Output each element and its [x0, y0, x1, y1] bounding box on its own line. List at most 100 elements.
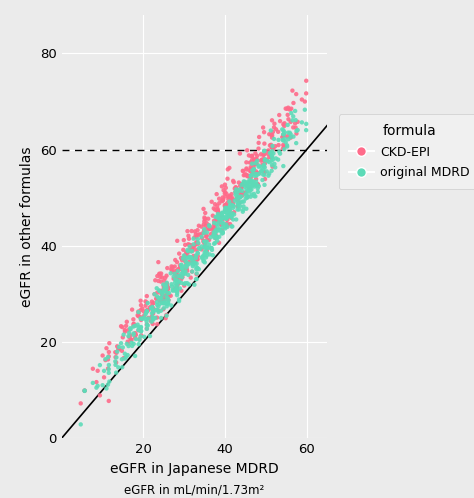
CKD-EPI — [170, 275, 177, 283]
CKD-EPI — [268, 117, 276, 124]
CKD-EPI — [143, 299, 151, 307]
original MDRD — [200, 229, 208, 237]
original MDRD — [260, 161, 268, 169]
original MDRD — [284, 121, 292, 129]
original MDRD — [218, 211, 225, 219]
original MDRD — [217, 216, 225, 224]
original MDRD — [194, 249, 201, 257]
original MDRD — [193, 259, 201, 267]
original MDRD — [130, 331, 137, 339]
CKD-EPI — [281, 122, 288, 130]
CKD-EPI — [253, 159, 260, 167]
CKD-EPI — [188, 244, 195, 251]
original MDRD — [172, 285, 180, 293]
CKD-EPI — [178, 287, 185, 295]
original MDRD — [163, 279, 171, 287]
CKD-EPI — [115, 345, 122, 353]
CKD-EPI — [203, 232, 210, 240]
original MDRD — [201, 249, 209, 256]
original MDRD — [240, 202, 247, 210]
CKD-EPI — [247, 165, 255, 173]
CKD-EPI — [200, 238, 208, 246]
CKD-EPI — [193, 246, 201, 254]
original MDRD — [219, 220, 226, 228]
CKD-EPI — [143, 325, 151, 333]
CKD-EPI — [183, 227, 191, 235]
original MDRD — [164, 299, 172, 307]
original MDRD — [263, 167, 271, 175]
CKD-EPI — [183, 249, 191, 257]
original MDRD — [230, 202, 237, 210]
CKD-EPI — [174, 265, 182, 273]
CKD-EPI — [228, 197, 235, 205]
CKD-EPI — [173, 283, 181, 291]
original MDRD — [173, 291, 181, 299]
original MDRD — [117, 339, 125, 347]
CKD-EPI — [143, 307, 150, 315]
CKD-EPI — [238, 182, 246, 190]
original MDRD — [226, 201, 234, 209]
original MDRD — [248, 182, 256, 190]
original MDRD — [292, 116, 300, 124]
CKD-EPI — [175, 265, 183, 273]
original MDRD — [247, 193, 255, 201]
original MDRD — [146, 332, 154, 340]
CKD-EPI — [250, 155, 258, 163]
original MDRD — [276, 150, 284, 158]
CKD-EPI — [198, 223, 205, 231]
CKD-EPI — [201, 240, 209, 248]
CKD-EPI — [125, 340, 132, 348]
CKD-EPI — [148, 303, 155, 311]
original MDRD — [219, 228, 227, 236]
original MDRD — [158, 294, 165, 302]
CKD-EPI — [210, 228, 217, 236]
original MDRD — [248, 177, 256, 185]
CKD-EPI — [100, 374, 108, 381]
CKD-EPI — [190, 258, 197, 266]
original MDRD — [290, 113, 297, 121]
CKD-EPI — [115, 345, 123, 353]
CKD-EPI — [275, 111, 283, 119]
original MDRD — [142, 309, 150, 317]
CKD-EPI — [206, 225, 213, 233]
CKD-EPI — [248, 152, 255, 160]
original MDRD — [160, 287, 167, 295]
CKD-EPI — [127, 331, 134, 339]
original MDRD — [221, 206, 229, 214]
CKD-EPI — [186, 241, 193, 249]
original MDRD — [215, 218, 223, 226]
CKD-EPI — [213, 206, 221, 214]
CKD-EPI — [239, 167, 246, 175]
CKD-EPI — [281, 120, 288, 127]
CKD-EPI — [247, 168, 255, 176]
CKD-EPI — [215, 239, 223, 247]
CKD-EPI — [173, 273, 181, 281]
CKD-EPI — [261, 168, 268, 176]
CKD-EPI — [274, 128, 282, 136]
original MDRD — [124, 351, 131, 359]
original MDRD — [210, 231, 218, 239]
CKD-EPI — [237, 180, 245, 188]
CKD-EPI — [154, 320, 161, 328]
CKD-EPI — [213, 214, 220, 222]
original MDRD — [240, 177, 247, 185]
CKD-EPI — [225, 212, 233, 220]
CKD-EPI — [113, 342, 121, 350]
original MDRD — [168, 280, 175, 288]
CKD-EPI — [228, 190, 236, 198]
original MDRD — [280, 136, 287, 144]
original MDRD — [172, 287, 179, 295]
original MDRD — [143, 325, 151, 333]
original MDRD — [292, 127, 300, 135]
original MDRD — [245, 178, 253, 186]
CKD-EPI — [201, 215, 209, 223]
CKD-EPI — [223, 222, 231, 230]
original MDRD — [234, 199, 241, 207]
original MDRD — [135, 326, 142, 334]
original MDRD — [203, 244, 211, 251]
CKD-EPI — [246, 178, 254, 186]
original MDRD — [183, 259, 191, 267]
CKD-EPI — [160, 277, 168, 285]
CKD-EPI — [287, 133, 294, 141]
CKD-EPI — [117, 322, 125, 330]
